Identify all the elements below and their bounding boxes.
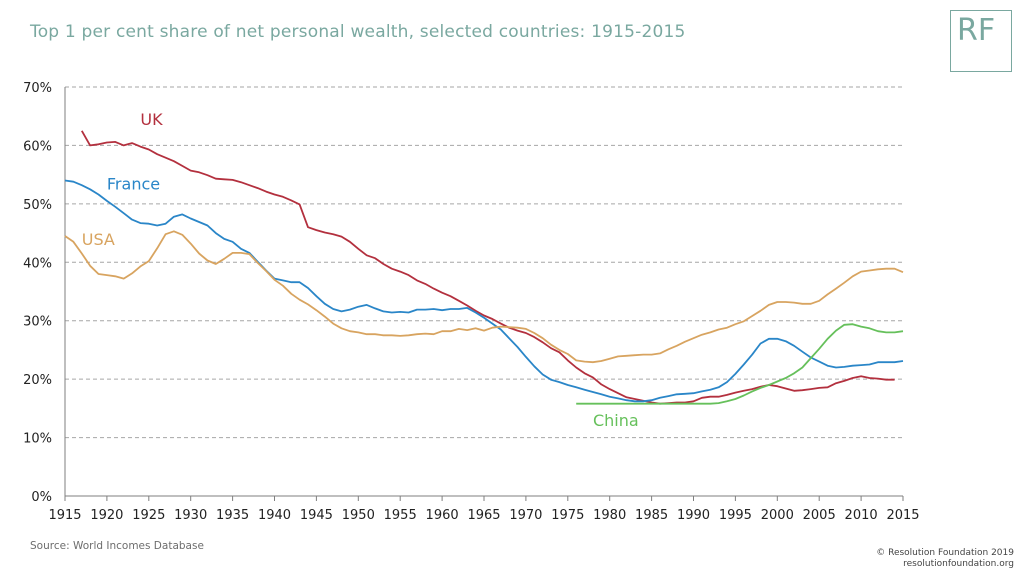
rf-logo-text: RF [957,13,996,48]
x-tick-label: 1975 [551,508,584,523]
chart-title: Top 1 per cent share of net personal wea… [30,22,686,42]
x-tick-label: 1950 [342,508,375,523]
x-tick-label: 1935 [216,508,249,523]
grid-lines [65,86,903,439]
rf-logo: RF [950,10,1012,72]
x-tick-label: 1940 [258,508,291,523]
series-label-china: China [593,411,639,430]
x-tick-label: 2000 [761,508,794,523]
series-lines [64,130,904,405]
y-tick-label: 10% [23,432,52,447]
x-tick-label: 1915 [48,508,81,523]
x-tick-label: 2010 [845,508,878,523]
x-tick-label: 1945 [300,508,333,523]
copyright-block: © Resolution Foundation 2019 resolutionf… [876,548,1014,570]
series-line-china [576,323,904,405]
series-labels: UK France USA China [82,110,639,430]
series-label-france: France [107,174,160,193]
x-tick-label: 1955 [384,508,417,523]
x-tick-label: 1990 [677,508,710,523]
source-note: Source: World Incomes Database [30,540,204,552]
y-tick-label: 60% [23,139,52,154]
copyright-text: © Resolution Foundation 2019 [876,548,1014,558]
series-label-uk: UK [140,110,163,129]
x-tick-label: 1970 [509,508,542,523]
axes: 0% 10% 20% 30% 40% 50% 60% 70% 1915 1920 1925 1930 1… [23,81,919,523]
y-tick-label: 50% [23,198,52,213]
website-text: resolutionfoundation.org [903,559,1014,569]
x-tick-label: 1920 [90,508,123,523]
y-tick-label: 40% [23,256,52,271]
x-tick-label: 2015 [886,508,919,523]
x-tick-label: 1995 [719,508,752,523]
x-tick-label: 1930 [174,508,207,523]
x-tick-label: 1985 [635,508,668,523]
x-tick-label: 1925 [132,508,165,523]
series-line-france [64,179,904,403]
series-line-uk [81,130,895,405]
y-tick-label: 70% [23,81,52,96]
series-label-usa: USA [82,230,115,249]
y-tick-label: 30% [23,315,52,330]
y-tick-label: 20% [23,373,52,388]
series-line-usa [64,230,904,364]
x-tick-label: 1980 [593,508,626,523]
x-tick-label: 2005 [803,508,836,523]
y-tick-label: 0% [31,490,52,505]
x-tick-label: 1960 [426,508,459,523]
x-tick-label: 1965 [467,508,500,523]
